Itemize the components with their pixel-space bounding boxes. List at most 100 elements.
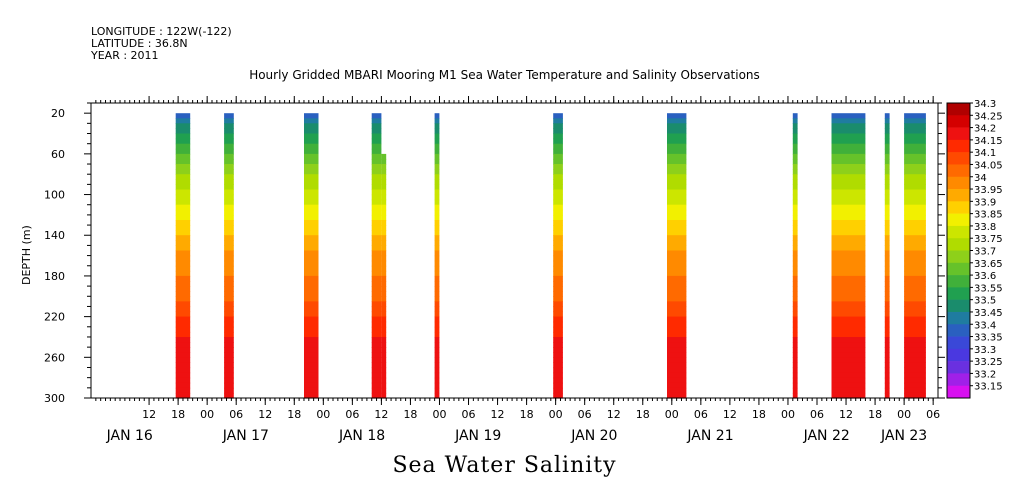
data-cell	[434, 291, 440, 297]
data-cell	[371, 265, 382, 272]
data-cell	[381, 270, 387, 277]
data-cell	[904, 133, 926, 140]
data-cell	[904, 260, 926, 267]
chart-title: Hourly Gridded MBARI Mooring M1 Sea Wate…	[249, 68, 760, 82]
data-cell	[884, 174, 890, 180]
data-cell	[831, 306, 866, 313]
data-cell	[904, 214, 926, 221]
data-cell	[904, 281, 926, 287]
data-cell	[434, 199, 440, 206]
data-cell	[304, 382, 319, 389]
colorbar-swatch	[947, 311, 970, 325]
data-cell	[667, 296, 687, 302]
data-cell	[884, 235, 890, 241]
x-tick-label: 18	[403, 408, 417, 421]
colorbar-label: 33.75	[974, 234, 1003, 245]
data-cell	[792, 118, 798, 124]
data-cell	[224, 138, 234, 145]
data-cell	[792, 230, 798, 236]
data-cell	[371, 372, 382, 379]
data-cell	[224, 331, 234, 338]
data-cell	[371, 296, 382, 302]
data-cell	[884, 382, 890, 389]
data-cell	[381, 296, 387, 302]
data-cell	[831, 169, 866, 175]
data-cell	[667, 387, 687, 394]
data-cell	[381, 362, 387, 369]
data-cell	[381, 347, 387, 353]
data-cell	[553, 138, 563, 145]
data-cell	[884, 306, 890, 313]
data-cell	[381, 204, 387, 211]
data-cell	[434, 220, 440, 226]
data-cell	[304, 337, 319, 343]
data-cell	[553, 362, 563, 369]
data-cell	[304, 138, 319, 145]
x-day-label: JAN 20	[570, 428, 617, 444]
data-cell	[553, 225, 563, 231]
data-cell	[553, 296, 563, 302]
data-cell	[224, 372, 234, 379]
data-cell	[667, 194, 687, 201]
colorbar-label: 34	[974, 173, 987, 184]
data-cell	[175, 240, 191, 246]
data-cell	[667, 148, 687, 155]
data-cell	[831, 143, 866, 150]
data-cell	[792, 220, 798, 226]
x-tick-label: 00	[665, 408, 679, 421]
data-cell	[792, 189, 798, 196]
colorbar-label: 33.9	[974, 197, 996, 208]
data-cell	[371, 281, 382, 287]
data-cell	[304, 245, 319, 252]
data-cell	[371, 352, 382, 358]
data-cell	[884, 291, 890, 297]
data-cell	[371, 169, 382, 175]
data-cell	[304, 326, 319, 333]
colorbar-label: 33.25	[974, 357, 1003, 368]
data-cell	[792, 245, 798, 252]
data-cell	[304, 311, 319, 318]
data-cell	[434, 169, 440, 175]
data-cell	[371, 164, 382, 170]
data-cell	[224, 392, 234, 399]
data-cell	[175, 128, 191, 135]
data-cell	[884, 342, 890, 348]
data-cell	[304, 113, 319, 119]
data-cell	[434, 184, 440, 191]
data-cell	[224, 174, 234, 180]
data-cell	[884, 158, 890, 165]
data-cell	[792, 377, 798, 384]
data-cell	[304, 362, 319, 369]
data-cell	[371, 382, 382, 389]
data-cell	[224, 184, 234, 191]
data-cell	[371, 291, 382, 297]
data-cell	[175, 158, 191, 165]
data-cell	[904, 179, 926, 185]
data-cell	[553, 199, 563, 206]
data-cell	[224, 118, 234, 124]
colorbar-swatch	[947, 336, 970, 350]
data-cell	[667, 357, 687, 363]
colorbar-swatch	[947, 348, 970, 362]
data-cell	[904, 220, 926, 226]
data-cell	[381, 209, 387, 216]
x-tick-label: 18	[287, 408, 301, 421]
data-cell	[553, 153, 563, 160]
data-cell	[175, 286, 191, 292]
year-label: YEAR : 2011	[91, 49, 159, 62]
data-cell	[831, 204, 866, 211]
data-cell	[792, 235, 798, 241]
data-cell	[831, 240, 866, 246]
data-cell	[224, 316, 234, 323]
data-cell	[884, 362, 890, 369]
data-cell	[434, 174, 440, 180]
data-cell	[904, 311, 926, 318]
data-cell	[304, 225, 319, 231]
data-cell	[224, 194, 234, 201]
data-cell	[792, 316, 798, 323]
data-cell	[434, 301, 440, 308]
data-cell	[381, 337, 387, 343]
data-cell	[884, 148, 890, 155]
data-cell	[371, 347, 382, 353]
data-cell	[224, 275, 234, 282]
